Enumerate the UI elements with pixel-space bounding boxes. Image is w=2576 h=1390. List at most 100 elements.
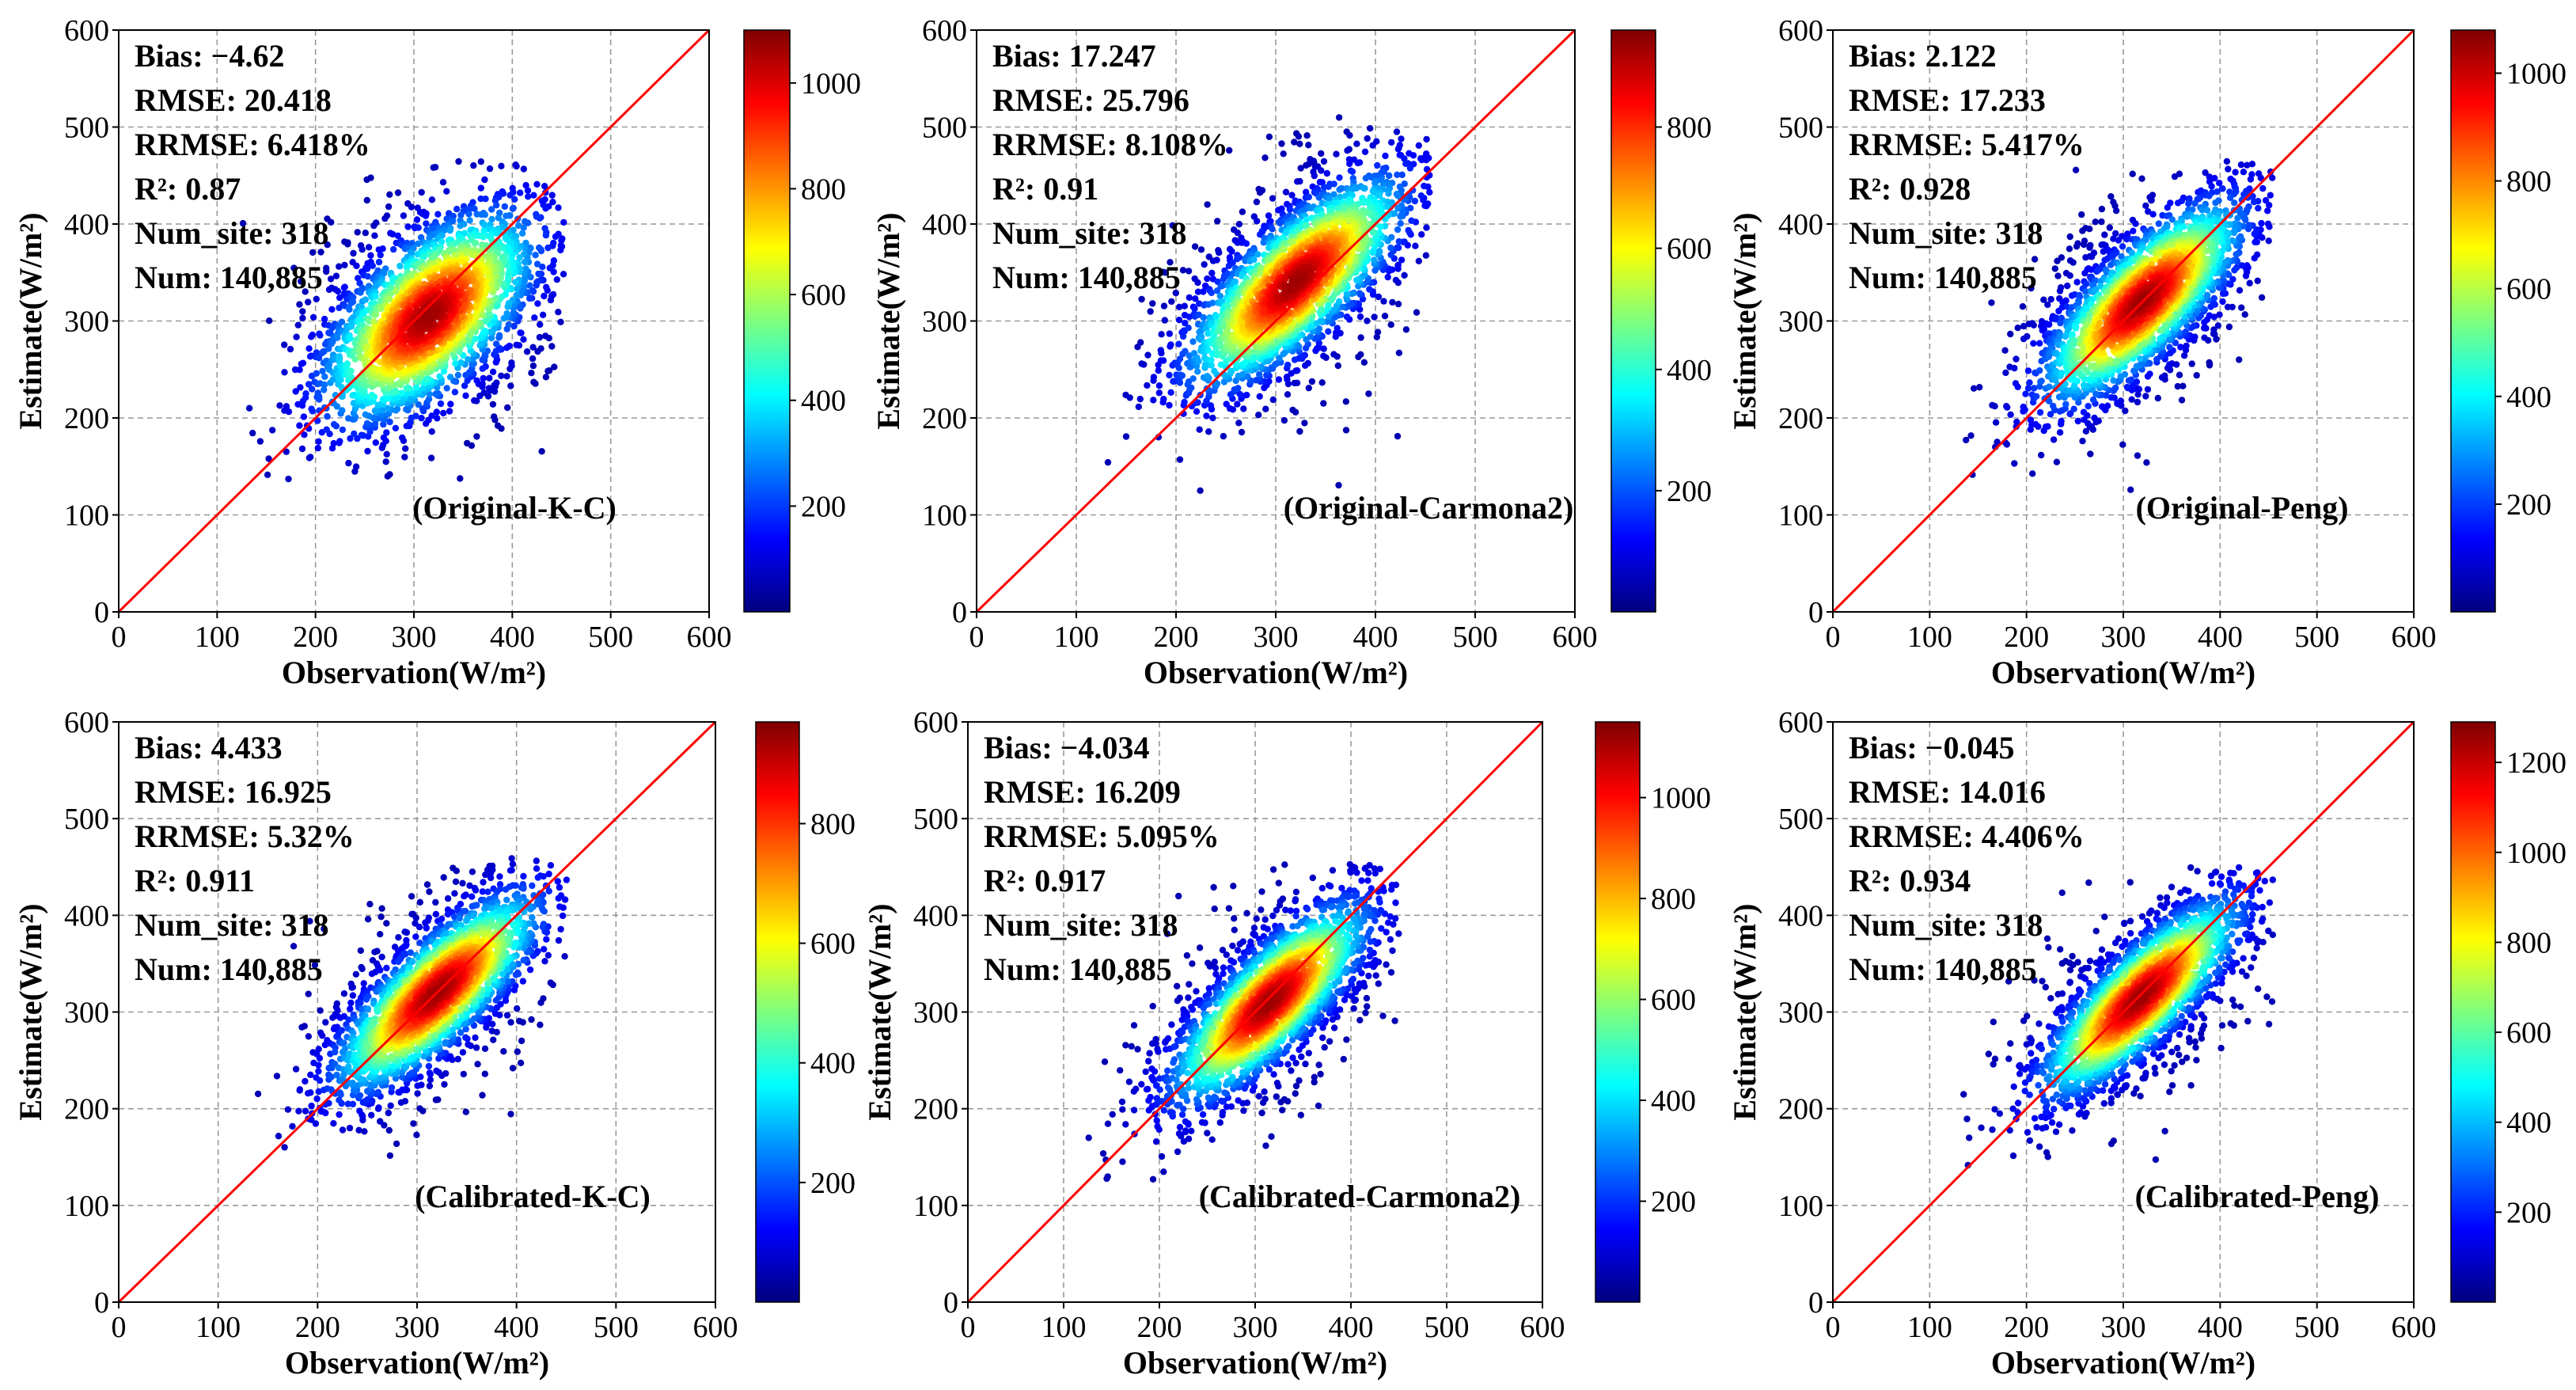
data-point [367, 252, 374, 259]
data-point [1415, 142, 1423, 149]
data-point [1242, 240, 1250, 247]
data-point [548, 192, 556, 199]
data-point [419, 254, 427, 261]
data-point [299, 314, 306, 321]
data-point [1397, 213, 1404, 220]
data-point [1213, 256, 1220, 264]
data-point [473, 433, 480, 440]
data-point [1295, 133, 1303, 140]
y-tick-label: 500 [64, 112, 109, 145]
data-point [1194, 368, 1201, 375]
colorbar-bar [743, 29, 791, 613]
data-point [1394, 226, 1402, 234]
data-point [1280, 416, 1288, 424]
data-point [1104, 458, 1112, 466]
data-point [1386, 172, 1393, 180]
data-point [1135, 403, 1143, 411]
data-point [471, 205, 478, 212]
data-point [327, 275, 335, 283]
data-point [530, 378, 537, 385]
data-point [533, 260, 541, 268]
data-point [541, 225, 548, 232]
data-point [477, 340, 485, 347]
data-point [1175, 340, 1182, 348]
data-point [386, 471, 393, 478]
data-point [1254, 251, 1261, 258]
data-point [1362, 174, 1370, 182]
data-point [560, 218, 567, 226]
data-point [362, 411, 369, 418]
data-point [1220, 432, 1227, 440]
data-point [1335, 114, 1343, 121]
data-point [505, 321, 512, 329]
data-point [1216, 249, 1223, 256]
data-point [1387, 244, 1394, 252]
data-point [336, 263, 343, 270]
stat-line: RMSE: 20.418 [135, 82, 332, 118]
data-point [482, 196, 489, 203]
data-point [485, 385, 493, 392]
data-point [446, 227, 453, 234]
data-point [427, 454, 435, 461]
data-point [339, 426, 347, 434]
data-point [1296, 140, 1303, 147]
data-point [494, 422, 502, 429]
data-point [281, 341, 288, 348]
data-point [550, 257, 558, 264]
data-point [487, 321, 494, 329]
data-point [501, 203, 508, 211]
data-point [471, 240, 479, 247]
data-point [1178, 372, 1186, 379]
data-point [533, 180, 541, 188]
data-point [424, 313, 432, 320]
data-point [465, 211, 472, 218]
data-point [543, 283, 550, 291]
data-point [1286, 206, 1294, 213]
data-point [1179, 332, 1187, 340]
data-point [426, 234, 433, 241]
data-point [489, 368, 497, 375]
data-point [553, 276, 560, 283]
data-point [329, 338, 336, 346]
data-point [372, 439, 379, 446]
data-point [393, 288, 400, 295]
data-point [317, 249, 324, 256]
data-point [532, 252, 539, 259]
data-point [1394, 146, 1402, 153]
data-point [296, 366, 303, 374]
data-point [368, 391, 375, 399]
data-point [323, 426, 330, 433]
data-point [333, 403, 341, 410]
y-tick-label: 600 [64, 14, 109, 47]
data-point [1381, 313, 1389, 320]
data-point [363, 420, 371, 427]
data-point [1282, 188, 1290, 196]
data-point [302, 390, 309, 397]
data-point [1284, 391, 1292, 398]
data-point [338, 318, 346, 325]
data-point [357, 289, 364, 296]
data-point [1122, 433, 1130, 440]
data-point [408, 414, 415, 422]
data-point [1374, 161, 1381, 169]
density-scatter [239, 158, 567, 483]
data-point [371, 420, 379, 427]
data-point [1181, 302, 1189, 310]
data-point [341, 261, 348, 269]
data-point [1189, 338, 1197, 345]
data-point [397, 378, 404, 385]
data-point [1291, 379, 1298, 387]
data-point [1186, 294, 1193, 302]
data-point [351, 355, 359, 363]
data-point [529, 344, 537, 351]
data-point [385, 295, 393, 302]
data-point [1311, 172, 1318, 180]
data-point [1144, 351, 1151, 359]
data-point [321, 381, 328, 389]
data-point [499, 190, 507, 197]
data-point [523, 348, 531, 355]
data-point [551, 363, 558, 370]
data-point [544, 367, 552, 374]
data-point [1261, 154, 1269, 161]
data-point [239, 219, 247, 227]
